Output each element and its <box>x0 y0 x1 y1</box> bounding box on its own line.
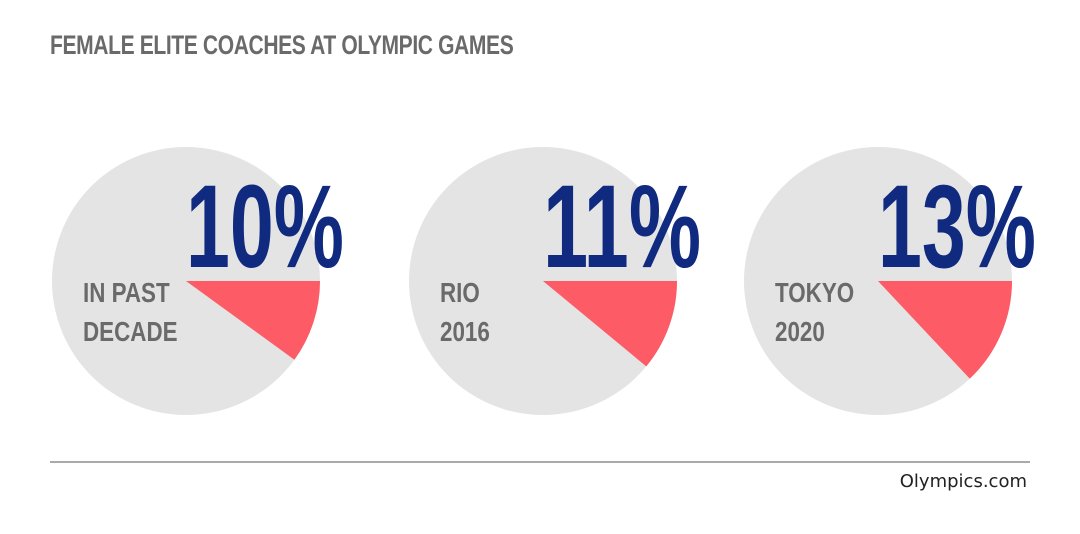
chart-title: FEMALE ELITE COACHES AT OLYMPIC GAMES <box>50 30 514 60</box>
category-label-2-line-2: 2016 <box>440 317 490 348</box>
pie-chart-3: 13% TOKYO 2020 <box>744 147 1036 415</box>
category-label-2-line-1: RIO <box>440 278 480 309</box>
pie-chart-2: 11% RIO 2016 <box>409 147 701 415</box>
category-label-1-line-1: IN PAST <box>83 278 170 309</box>
category-label-3-line-2: 2020 <box>775 317 825 348</box>
category-label-1-line-2: DECADE <box>83 317 178 348</box>
pie-slice-2 <box>543 281 677 367</box>
pie-slice-1 <box>186 281 320 360</box>
value-label-1: 10% <box>186 161 344 293</box>
source-credit: Olympics.com <box>899 471 1027 492</box>
pie-slice-3 <box>878 281 1012 379</box>
pie-chart-1: 10% IN PAST DECADE <box>52 147 344 415</box>
value-label-3: 13% <box>878 161 1036 293</box>
category-label-3-line-1: TOKYO <box>775 278 854 309</box>
value-label-2: 11% <box>543 161 701 293</box>
